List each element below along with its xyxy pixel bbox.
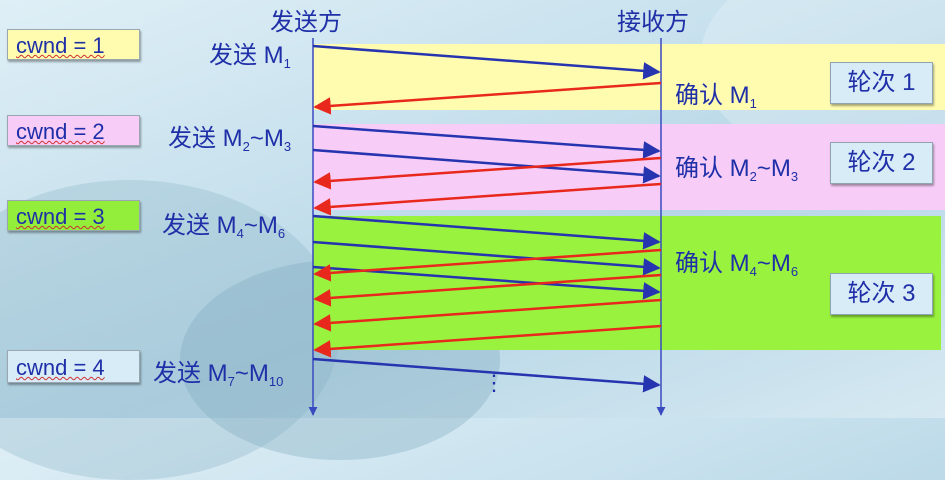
ack-arrow [313, 298, 662, 332]
ack-sub: 1 [749, 96, 757, 111]
send-sub: 7 [227, 374, 235, 389]
send-tilde: ~ [243, 212, 258, 239]
send-sub-end: 6 [277, 226, 286, 241]
ack-arrow [313, 324, 662, 358]
ack-label-2: 确认 M2~M3 [675, 148, 798, 184]
ack-label-1: 确认 M1 [675, 75, 757, 111]
cwnd-box-3: cwnd = 3 [7, 200, 140, 231]
send-msg: M [222, 125, 243, 152]
round-box-2: 轮次 2 [830, 142, 933, 184]
send-msg-end: M [248, 360, 269, 387]
ack-verb: 确认 [675, 155, 723, 182]
send-tilde: ~ [234, 360, 249, 387]
send-sub: 1 [283, 56, 291, 71]
cwnd-text: cwnd = 1 [16, 33, 105, 58]
ack-sub: 2 [749, 169, 757, 184]
cwnd-text: cwnd = 4 [16, 355, 105, 380]
ack-msg: M [729, 82, 750, 109]
send-msg: M [216, 212, 237, 239]
ack-sub-end: 6 [790, 264, 799, 279]
send-msg-end: M [263, 125, 284, 152]
round-box-1: 轮次 1 [830, 62, 933, 104]
continuation-ellipsis: ⋮ [483, 370, 505, 395]
data-arrow [312, 240, 661, 276]
cwnd-box-1: cwnd = 1 [7, 29, 140, 60]
send-verb: 发送 [153, 360, 201, 387]
receiver-header: 接收方 [617, 9, 689, 36]
send-msg: M [207, 360, 228, 387]
ack-msg: M [729, 250, 750, 277]
ack-verb: 确认 [675, 250, 723, 277]
ack-arrow [313, 81, 662, 115]
ack-msg-end: M [770, 155, 791, 182]
send-label-1: 发送 M1 [209, 35, 291, 71]
cwnd-box-4: cwnd = 4 [7, 350, 140, 383]
sender-header: 发送方 [270, 9, 342, 36]
ack-tilde: ~ [756, 250, 771, 277]
data-arrow [312, 124, 661, 159]
ack-verb: 确认 [675, 82, 723, 109]
send-verb: 发送 [168, 125, 216, 152]
send-verb: 发送 [162, 212, 210, 239]
ack-arrow [313, 273, 662, 307]
sequence-arrows [308, 38, 666, 416]
ack-arrow [313, 156, 662, 190]
send-label-2: 发送 M2~M3 [168, 118, 291, 154]
send-tilde: ~ [249, 125, 264, 152]
cwnd-text: cwnd = 2 [16, 119, 105, 144]
send-sub-end: 3 [283, 139, 292, 154]
ack-sub: 4 [749, 264, 757, 279]
send-sub: 4 [236, 226, 244, 241]
ack-msg-end: M [770, 250, 791, 277]
ack-arrow [313, 182, 662, 216]
send-msg-end: M [257, 212, 278, 239]
cwnd-text: cwnd = 3 [16, 204, 105, 229]
data-arrow [312, 357, 661, 393]
ack-sub-end: 3 [790, 169, 799, 184]
send-label-4: 发送 M7~M10 [153, 353, 283, 389]
ack-msg: M [729, 155, 750, 182]
send-verb: 发送 [209, 42, 257, 69]
send-label-3: 发送 M4~M6 [162, 205, 285, 241]
data-arrow [312, 214, 661, 250]
ack-arrow [313, 248, 662, 282]
send-sub: 2 [242, 139, 250, 154]
cwnd-box-2: cwnd = 2 [7, 115, 140, 146]
data-arrow [312, 148, 661, 184]
data-arrow [312, 44, 661, 80]
round-box-3: 轮次 3 [830, 273, 933, 315]
ack-label-3: 确认 M4~M6 [675, 243, 798, 279]
send-sub-end: 10 [268, 374, 284, 389]
ack-tilde: ~ [756, 155, 771, 182]
send-msg: M [263, 42, 284, 69]
